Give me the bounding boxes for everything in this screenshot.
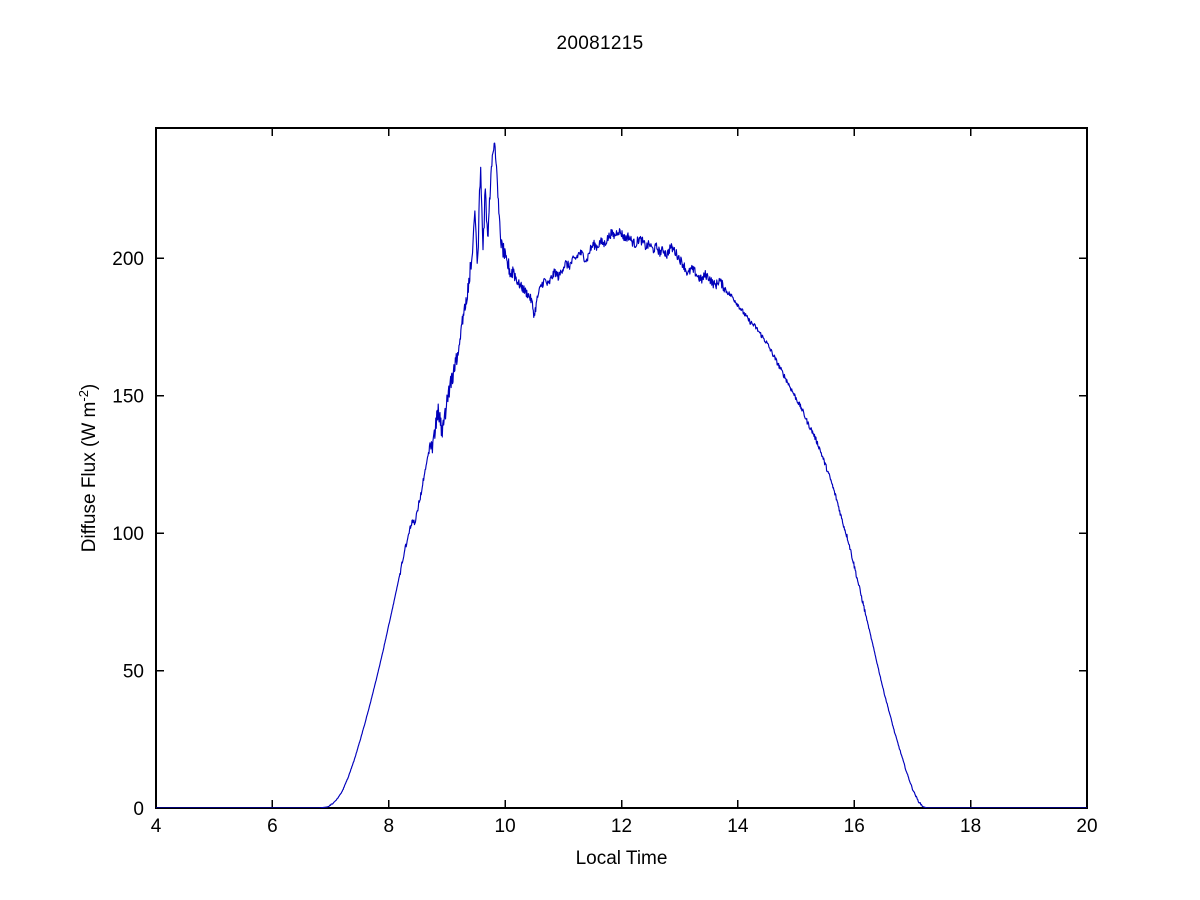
x-tick-label: 18	[960, 816, 981, 837]
x-tick-label: 8	[383, 816, 394, 837]
y-tick-label: 100	[112, 524, 144, 545]
series-group	[156, 142, 1087, 808]
page-title: 20081215	[556, 33, 644, 54]
x-tick-label: 12	[611, 816, 632, 837]
x-tick-label: 16	[844, 816, 865, 837]
y-axis-label: Diffuse Flux (W m-2)	[76, 384, 100, 553]
axis-labels-group: Local Time Diffuse Flux (W m-2)	[76, 384, 667, 869]
x-axis-label: Local Time	[576, 848, 668, 869]
y-tick-label: 200	[112, 249, 144, 270]
x-tick-label: 20	[1076, 816, 1097, 837]
x-tick-label: 6	[267, 816, 278, 837]
x-tick-label: 14	[727, 816, 749, 837]
data-series-line	[156, 142, 1087, 808]
x-tick-label: 10	[495, 816, 516, 837]
plot-box	[155, 127, 1088, 809]
y-tick-label: 150	[112, 387, 144, 408]
y-tick-label: 50	[123, 662, 144, 683]
x-tick-label: 4	[151, 816, 162, 837]
y-tick-label: 0	[133, 799, 144, 820]
